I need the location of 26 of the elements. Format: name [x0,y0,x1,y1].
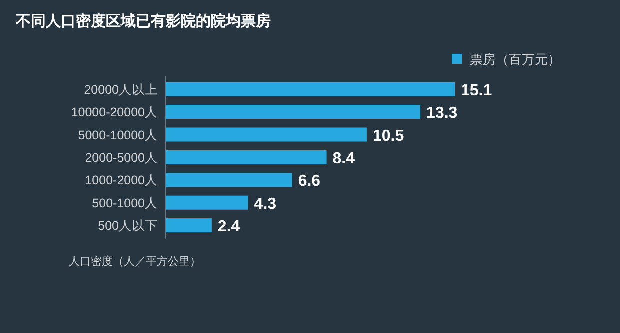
y-axis-title: 人口密度（人／平方公里） [69,255,201,268]
data-label: 13.3 [426,105,458,122]
legend: 票房（百万元） [452,52,561,67]
data-label: 2.4 [218,218,240,236]
bar [166,82,455,96]
plot: 20000人以上 10000-20000人 5000-10000人 2000-5000人 1000-2000人 500-1000人 500人以下 15.1 13.3 10.5 8.4 6.6 4.3 2.4 [71,76,492,240]
y-tick-label: 500人以下 [98,219,158,234]
y-tick-label: 20000人以上 [84,82,158,97]
y-tick-label: 10000-20000人 [71,106,158,120]
bar [166,218,212,233]
bar [166,105,421,120]
bar [166,150,327,164]
data-label: 15.1 [461,82,492,100]
data-label: 4.3 [254,196,277,213]
bar [166,196,248,210]
data-label: 8.4 [332,150,356,168]
y-tick-label: 1000-2000人 [85,174,158,188]
y-tick-label: 5000-10000人 [78,128,158,142]
y-tick-label: 2000-5000人 [85,150,158,165]
chart-title: 不同人口密度区域已有影院的院均票房 [15,12,271,30]
y-tick-label: 500-1000人 [92,196,158,210]
bar [166,128,367,142]
data-label: 6.6 [298,173,321,190]
legend-label: 票房（百万元） [470,52,561,67]
bar [166,173,292,188]
data-label: 10.5 [372,128,404,145]
